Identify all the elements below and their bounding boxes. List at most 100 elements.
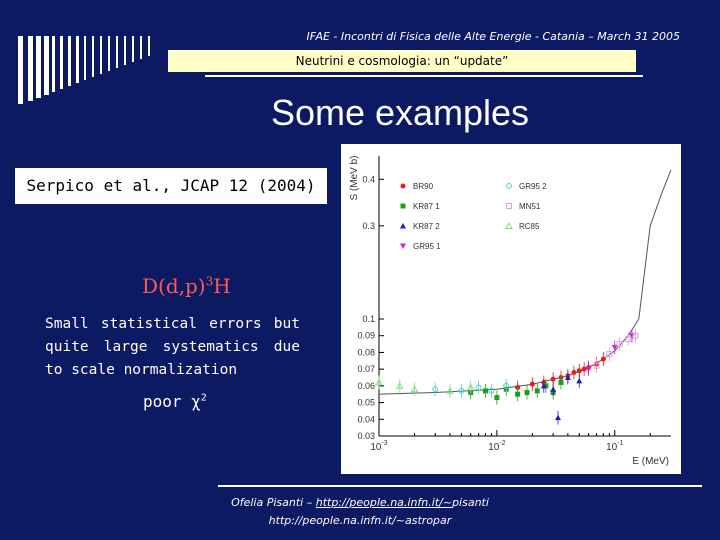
legend-label: KR87 1 [413, 202, 440, 211]
chi-square-note: poor χ2 [143, 392, 207, 411]
x-axis-label: E (MeV) [632, 456, 669, 467]
decorative-bar [108, 36, 110, 71]
data-point [446, 386, 454, 394]
data-point [410, 385, 419, 393]
decorative-bar [148, 36, 150, 56]
data-point [543, 383, 549, 389]
data-point [503, 382, 510, 389]
data-point [482, 388, 488, 394]
data-point [585, 366, 592, 373]
data-point [581, 366, 587, 372]
decorative-bars-graphic [18, 36, 150, 104]
legend-label: GR95 2 [519, 182, 547, 191]
y-axis-label: S (MeV b) [349, 155, 360, 200]
y-tick-label: 0.08 [357, 347, 375, 357]
data-point [611, 344, 618, 351]
footer-link-1[interactable]: http://people.na.infn.it/~ [315, 496, 453, 509]
y-tick-label: 0.05 [357, 398, 375, 408]
slide-title: Some examples [270, 92, 530, 133]
legend-label: RC85 [519, 222, 540, 231]
data-point [466, 383, 475, 391]
data-point [515, 391, 521, 397]
data-point [576, 368, 582, 374]
footer-link-2[interactable]: http://people.na.infn.it/~astropar [268, 514, 452, 527]
y-tick-label: 0.4 [362, 174, 375, 184]
data-point [564, 374, 571, 380]
series-gr95-2 [432, 378, 510, 398]
data-point [488, 387, 495, 394]
data-point [625, 336, 632, 343]
data-point [593, 362, 600, 369]
axes: 0.03 0.04 0.05 0.06 0.07 0.08 0.09 0.1 0.3 0.4 10-… [349, 155, 671, 467]
decorative-bar [68, 36, 71, 86]
data-point [571, 369, 577, 375]
y-tick-label: 0.07 [357, 364, 375, 374]
chi-superscript: 2 [200, 392, 207, 404]
y-tick-label: 0.03 [357, 431, 375, 441]
top-divider [205, 75, 643, 77]
decorative-bar [36, 36, 41, 98]
data-point [534, 388, 540, 394]
legend-marker [506, 203, 512, 209]
decorative-bar [84, 36, 86, 80]
astrophysical-s-factor-plot: 0.03 0.04 0.05 0.06 0.07 0.08 0.09 0.1 0.3 0.4 10-… [341, 144, 681, 474]
legend-marker [400, 223, 406, 229]
decorative-bar [18, 36, 23, 104]
series-gr95-1 [585, 328, 635, 377]
y-tick-label: 0.04 [357, 414, 375, 424]
data-point [550, 376, 556, 382]
footer-author: Ofelia Pisanti – [231, 496, 316, 509]
decorative-bar [76, 36, 79, 83]
citation-box: Serpico et al., JCAP 12 (2004) [15, 168, 327, 204]
legend-label: BR90 [413, 182, 434, 191]
data-point [558, 380, 564, 386]
x-tick-exponent: -1 [617, 440, 623, 447]
series-mn51 [593, 328, 639, 373]
footer: Ofelia Pisanti – http://people.na.infn.i… [200, 494, 520, 530]
data-point [494, 395, 500, 401]
data-point [550, 386, 557, 392]
decorative-bar [140, 36, 142, 59]
bottom-divider [218, 485, 702, 487]
decorative-bar [116, 36, 118, 68]
reaction-label: D(d,p)3H [142, 274, 231, 298]
chi-label: poor χ [143, 392, 201, 411]
legend-marker [400, 243, 406, 249]
legend-label: MN51 [519, 202, 541, 211]
conference-header: IFAE - Incontri di Fisica delle Alte Ene… [306, 30, 680, 43]
footer-link-1-suffix: pisanti [452, 496, 489, 509]
data-point [606, 351, 613, 358]
data-point [576, 377, 583, 384]
talk-subtitle: Neutrini e cosmologia: un “update” [168, 50, 636, 72]
series-rc85 [375, 375, 475, 398]
x-tick-exponent: -2 [499, 440, 505, 447]
description-text: Small statistical errors but quite large… [45, 316, 300, 378]
data-point [524, 390, 530, 396]
plot-svg: 0.03 0.04 0.05 0.06 0.07 0.08 0.09 0.1 0.3 0.4 10-… [349, 155, 672, 467]
y-tick-label: 0.06 [357, 381, 375, 391]
x-tick-label: 10-2 [488, 440, 505, 453]
decorative-bar [52, 36, 55, 92]
x-tick-exponent: -3 [381, 440, 387, 447]
y-tick-label: 0.1 [362, 314, 375, 324]
legend-label: GR95 1 [413, 242, 441, 251]
data-point [395, 381, 404, 389]
legend: BR90 KR87 1 KR87 2 GR95 1 GR95 2 MN51 RC85 [400, 182, 547, 251]
data-point [540, 382, 547, 389]
x-tick-label: 10-3 [370, 440, 387, 453]
decorative-bar [44, 36, 49, 95]
data-point [616, 341, 623, 348]
x-tick-label: 10-1 [606, 440, 623, 453]
legend-marker [400, 183, 406, 189]
reaction-superscript: 3 [205, 274, 214, 289]
legend-marker [505, 221, 513, 229]
footer-line-1: Ofelia Pisanti – http://people.na.infn.i… [200, 494, 520, 512]
legend-marker [506, 183, 512, 189]
decorative-bar [100, 36, 102, 74]
series-kr87-2 [540, 370, 583, 425]
data-point [600, 356, 606, 362]
decorative-bar [92, 36, 94, 77]
data-point [432, 386, 439, 393]
reaction-prefix: D(d,p) [142, 274, 206, 298]
data-point [555, 414, 562, 421]
